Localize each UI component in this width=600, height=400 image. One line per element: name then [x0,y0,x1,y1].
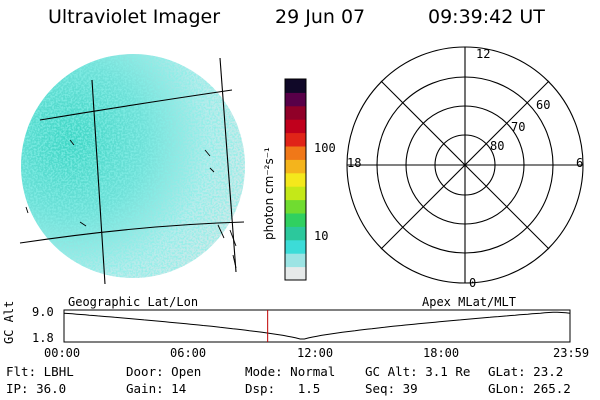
info-door: Door: Open [126,364,202,379]
colorbar-band [285,186,306,201]
info-glat: GLat: 23.2 [488,364,564,379]
colorbar-band [285,199,306,214]
colorbar-unit-label: photon cm⁻²s⁻¹ [262,147,276,240]
timeline-xtick: 00:00 [44,346,81,360]
geo-grid-lines [19,57,245,285]
polar-grid [346,46,584,284]
colorbar-band [285,146,306,160]
mlt-label-12: 12 [476,47,491,61]
info-glon: GLon: 265.2 [488,381,571,396]
info-filter: Flt: LBHL [6,364,74,379]
app-title: Ultraviolet Imager [48,6,221,28]
colorbar-band [285,159,306,174]
info-gain: Gain: 14 [126,381,187,396]
lat-label-80: 80 [490,139,505,153]
geo-grid-label: Geographic Lat/Lon [68,295,199,309]
mlt-label-6: 6 [576,156,584,170]
timeline-xtick: 12:00 [297,346,334,360]
colorbar-band [285,172,306,187]
colorbar-band [285,226,306,241]
header-time: 09:39:42 UT [428,6,545,28]
timeline-xtick: 06:00 [170,346,207,360]
timeline-frame [63,309,571,343]
colorbar-band [285,79,306,93]
mlt-label-18: 18 [347,156,362,170]
colorbar-tick-100: 100 [314,141,336,155]
orbit-altitude-curve [63,311,571,340]
colorbar-frame [284,78,307,281]
info-ip: IP: 36.0 [6,381,67,396]
info-mode: Mode: Normal [245,364,336,379]
lat-label-60: 60 [536,98,551,112]
coastline-fragments [25,139,237,269]
timeline-ylabel: GC Alt [2,300,16,344]
colorbar [285,79,306,281]
mlt-label-0: 0 [469,276,477,290]
info-gc-alt: GC Alt: 3.1 Re [365,364,471,379]
colorbar-band [285,105,306,120]
info-seq: Seq: 39 [365,381,418,396]
timeline-xtick: 23:59 [553,346,590,360]
colorbar-band [285,92,306,107]
colorbar-band [285,119,306,134]
header-date: 29 Jun 07 [275,6,366,28]
colorbar-band [285,213,306,227]
lat-label-70: 70 [511,120,526,134]
info-dsp: Dsp: 1.5 [245,381,321,396]
uv-earth-disk [21,54,245,278]
colorbar-tick-10: 10 [314,229,329,243]
colorbar-band [285,253,306,268]
timeline-ytick-min: 1.8 [32,331,54,345]
timeline-ytick-max: 9.0 [32,305,54,319]
timeline-xtick: 18:00 [423,346,460,360]
colorbar-band [285,132,306,147]
apex-grid-label: Apex MLat/MLT [422,295,516,309]
colorbar-band [285,266,306,281]
colorbar-band [285,239,306,254]
